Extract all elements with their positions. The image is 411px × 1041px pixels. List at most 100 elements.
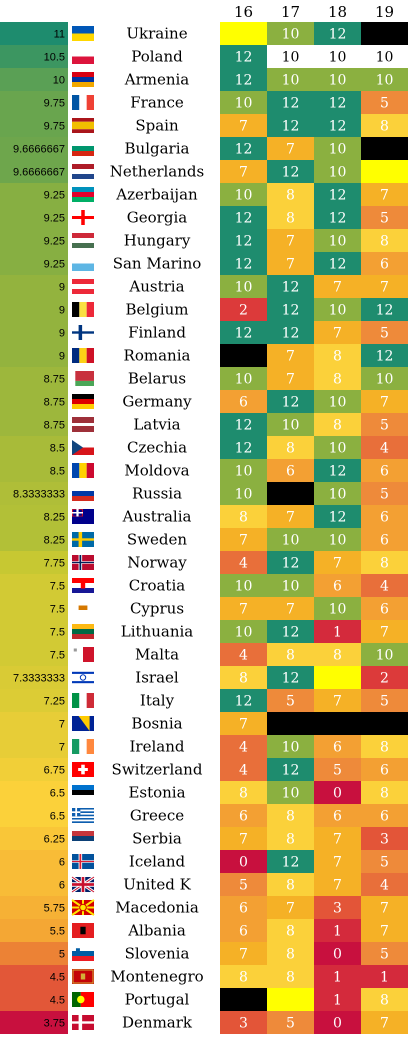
- avg-swatch: [0, 229, 68, 252]
- cell-value: 12: [235, 418, 253, 434]
- cell-value: 12: [282, 303, 300, 319]
- avg-swatch: [0, 758, 68, 781]
- cell-value: 12: [282, 395, 300, 411]
- avg-swatch: [0, 528, 68, 551]
- heatmap-cell: [220, 597, 267, 620]
- avg-swatch: [0, 689, 68, 712]
- cell-value: 12: [329, 257, 347, 273]
- heatmap-cell: [220, 758, 267, 781]
- heatmap-cell: [267, 436, 314, 459]
- cell-value: 7: [380, 901, 389, 917]
- country-label: Poland: [131, 48, 183, 66]
- avg-label: 7.3333333: [13, 673, 65, 685]
- cell-value: 1: [333, 993, 342, 1009]
- row-croatia: 7.5 Croatia 10 10 6 4: [0, 574, 408, 597]
- heatmap-cell: [267, 413, 314, 436]
- heatmap-cell: [220, 137, 267, 160]
- avg-label: 8.75: [44, 420, 65, 432]
- row-czechia: 8.5 Czechia 12 8 10 4: [0, 436, 408, 459]
- cell-value: 10: [282, 533, 300, 549]
- poland-flag-icon: [72, 49, 94, 64]
- heatmap-cell: [314, 482, 361, 505]
- country-label: Netherlands: [110, 163, 204, 181]
- cell-value: 8: [239, 786, 248, 802]
- avg-swatch: [0, 597, 68, 620]
- cell-value: 5: [286, 694, 295, 710]
- austria-flag-icon: [72, 279, 94, 294]
- avg-label: 7.25: [44, 696, 65, 708]
- avg-label: 8.3333333: [13, 489, 65, 501]
- heatmap-cell: [314, 758, 361, 781]
- avg-swatch: [0, 413, 68, 436]
- cell-value: 8: [286, 832, 295, 848]
- lithuania-flag-icon: [72, 624, 94, 639]
- cell-value: 1: [333, 625, 342, 641]
- row-romania: 9 Romania 7 8 12: [0, 344, 408, 367]
- country-label: United K: [123, 876, 191, 894]
- country-label: Greece: [130, 807, 184, 825]
- cell-value: 5: [380, 326, 389, 342]
- heatmap-cell: [267, 45, 314, 68]
- heatmap-cell: [267, 919, 314, 942]
- heatmap-cell: [220, 574, 267, 597]
- croatia-flag-icon: [72, 578, 94, 593]
- cell-value: 7: [380, 924, 389, 940]
- avg-swatch: [0, 574, 68, 597]
- cell-value: 8: [380, 234, 389, 250]
- cell-value: 5: [380, 947, 389, 963]
- country-label: Belarus: [128, 370, 186, 388]
- avg-label: 6.25: [44, 834, 65, 846]
- avg-label: 9.25: [44, 259, 65, 271]
- heatmap-cell: [220, 528, 267, 551]
- heatmap-cell: [361, 551, 408, 574]
- country-label: Hungary: [124, 232, 191, 250]
- heatmap-cell: [220, 919, 267, 942]
- heatmap-cell: [220, 45, 267, 68]
- heatmap-cell: [220, 643, 267, 666]
- cell-value: 5: [380, 487, 389, 503]
- row-australia: 8.25 Australia 8 7 12 6: [0, 505, 408, 528]
- country-label: Iceland: [129, 853, 186, 871]
- cell-value: 7: [333, 556, 342, 572]
- cell-value: 7: [286, 142, 295, 158]
- row-serbia: 6.25 Serbia 7 8 7 3: [0, 827, 408, 850]
- heatmap-cell: [361, 482, 408, 505]
- cell-value: 10: [329, 303, 347, 319]
- country-label: Georgia: [127, 209, 187, 227]
- heatmap-cell: [314, 528, 361, 551]
- cell-value: 12: [235, 694, 253, 710]
- cell-value: 6: [380, 533, 389, 549]
- country-label: Macedonia: [115, 899, 199, 917]
- cell-value: 7: [286, 257, 295, 273]
- heatmap-cell: [314, 597, 361, 620]
- avg-swatch: [0, 804, 68, 827]
- row-switzerland: 6.75 Switzerland 4 12 5 6: [0, 758, 408, 781]
- cell-value: 12: [329, 510, 347, 526]
- heatmap-cell: [267, 988, 314, 1011]
- heatmap-cell: [220, 298, 267, 321]
- heatmap-cell: [267, 298, 314, 321]
- country-label: Romania: [124, 347, 191, 365]
- heatmap-cell: [267, 896, 314, 919]
- heatmap-cell: [314, 827, 361, 850]
- heatmap-cell: [314, 712, 361, 735]
- cell-value: 10: [235, 487, 253, 503]
- heatmap-cell: [314, 206, 361, 229]
- row-lithuania: 7.5 Lithuania 10 12 1 7: [0, 620, 408, 643]
- heatmap-cell: [314, 666, 361, 689]
- heatmap-cell: [267, 597, 314, 620]
- cell-value: 12: [235, 142, 253, 158]
- avg-swatch: [0, 919, 68, 942]
- cell-value: 7: [380, 188, 389, 204]
- avg-label: 7.5: [50, 627, 65, 639]
- cell-value: 7: [239, 533, 248, 549]
- heatmap-cell: [267, 850, 314, 873]
- avg-label: 10: [53, 75, 65, 87]
- cell-value: 6: [380, 464, 389, 480]
- avg-swatch: [0, 321, 68, 344]
- cell-value: 12: [282, 119, 300, 135]
- heatmap-cell: [361, 45, 408, 68]
- heatmap-cell: [220, 712, 267, 735]
- avg-label: 9: [59, 328, 65, 340]
